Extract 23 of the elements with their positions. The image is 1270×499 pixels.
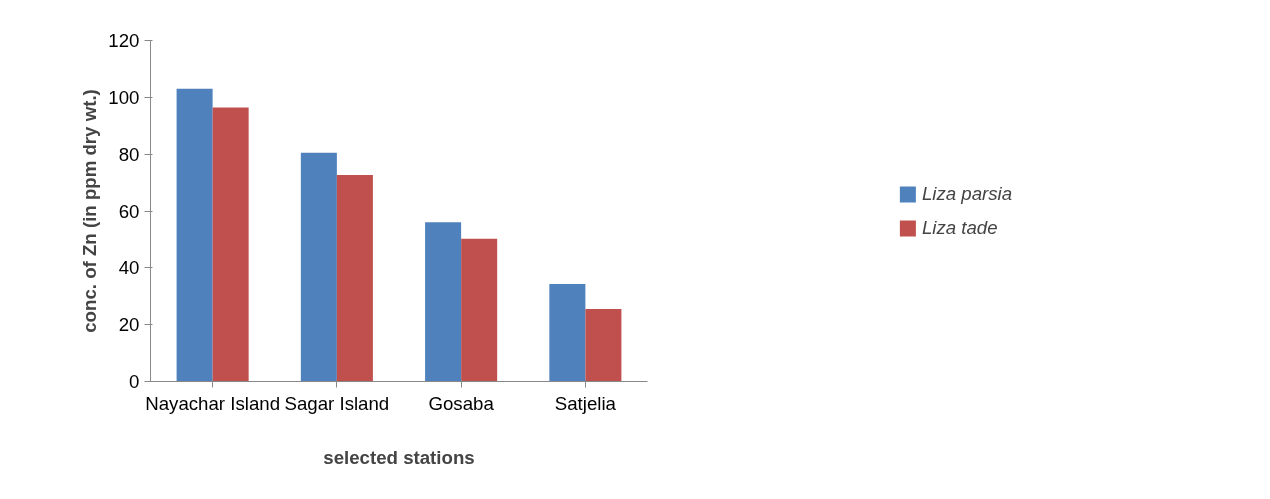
- x-tick-label: Gosaba: [428, 392, 495, 414]
- y-axis-title: conc. of Zn (in ppm dry wt.): [79, 89, 101, 333]
- x-tick-label: Sagar Island: [284, 392, 390, 414]
- bar: [212, 107, 249, 382]
- legend-label: Liza parsia: [921, 182, 1013, 205]
- x-tick-label: Satjelia: [554, 392, 617, 414]
- y-tick-label: 80: [118, 143, 140, 165]
- x-tick-label: Nayachar Island: [145, 392, 281, 414]
- y-tick-label: 20: [118, 314, 140, 336]
- bar: [336, 174, 373, 382]
- bar: [585, 309, 622, 382]
- bar: [176, 88, 213, 382]
- y-tick-label: 0: [129, 371, 140, 392]
- bar: [300, 152, 337, 382]
- bar: [549, 284, 586, 382]
- y-tick-label: 60: [118, 200, 140, 222]
- bar: [425, 222, 462, 382]
- bar: [461, 238, 498, 382]
- y-tick-label: 100: [108, 86, 140, 108]
- x-axis-title: selected stations: [323, 446, 475, 468]
- y-tick-label: 40: [118, 257, 140, 279]
- y-tick-label: 120: [108, 30, 140, 51]
- legend-label: Liza tade: [921, 216, 998, 239]
